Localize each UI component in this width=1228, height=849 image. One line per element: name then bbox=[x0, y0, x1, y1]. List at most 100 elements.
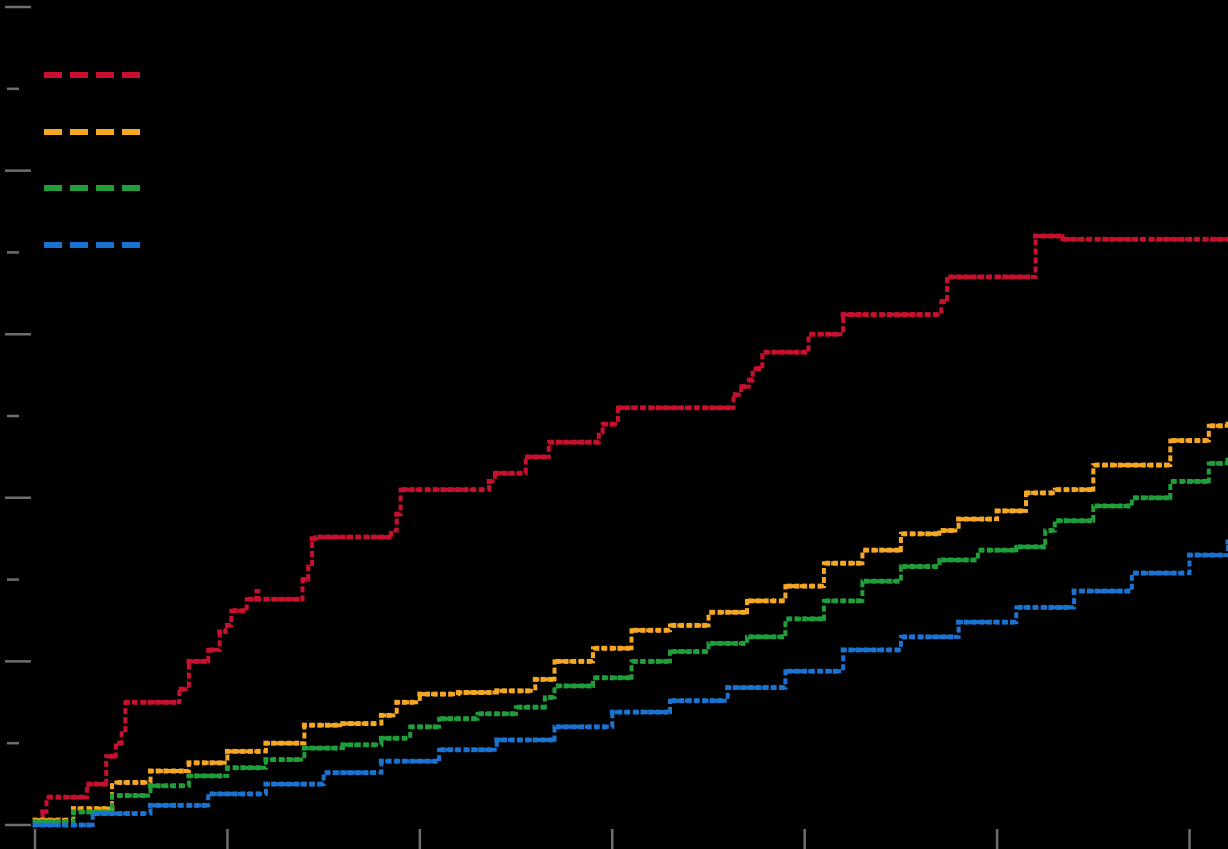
data-point bbox=[1140, 570, 1146, 576]
data-point bbox=[1094, 462, 1100, 468]
data-point bbox=[394, 758, 400, 764]
data-point bbox=[925, 564, 931, 570]
data-point bbox=[655, 405, 661, 411]
data-point bbox=[1225, 457, 1228, 463]
data-point bbox=[194, 773, 200, 779]
data-point bbox=[301, 745, 307, 751]
data-point bbox=[902, 564, 908, 570]
data-point bbox=[802, 583, 808, 589]
data-point bbox=[63, 794, 69, 800]
data-point bbox=[201, 760, 207, 766]
data-point bbox=[232, 608, 238, 614]
data-point bbox=[86, 806, 92, 812]
data-point bbox=[963, 516, 969, 522]
data-point bbox=[494, 688, 500, 694]
data-point bbox=[248, 596, 254, 602]
data-point bbox=[694, 698, 700, 704]
data-point bbox=[586, 724, 592, 730]
data-point bbox=[879, 578, 885, 584]
data-point bbox=[748, 685, 754, 691]
data-point bbox=[255, 596, 261, 602]
data-point bbox=[1033, 604, 1039, 610]
data-point bbox=[717, 609, 723, 615]
data-point bbox=[1110, 236, 1116, 242]
data-point bbox=[586, 683, 592, 689]
data-point bbox=[1225, 421, 1228, 427]
data-point bbox=[771, 598, 777, 604]
series-line bbox=[35, 423, 1228, 823]
data-point bbox=[317, 722, 323, 728]
data-point bbox=[640, 405, 646, 411]
data-point bbox=[848, 312, 854, 318]
data-point bbox=[78, 806, 84, 812]
data-point bbox=[55, 822, 61, 828]
data-point bbox=[686, 622, 692, 628]
data-point bbox=[902, 634, 908, 640]
data-point bbox=[548, 737, 554, 743]
data-point bbox=[363, 742, 369, 748]
data-point bbox=[617, 405, 623, 411]
data-point bbox=[255, 791, 261, 797]
data-point bbox=[1156, 236, 1162, 242]
data-point bbox=[917, 564, 923, 570]
data-point bbox=[663, 658, 669, 664]
data-point bbox=[294, 757, 300, 763]
data-point bbox=[994, 547, 1000, 553]
data-point bbox=[1079, 588, 1085, 594]
data-point bbox=[332, 745, 338, 751]
data-point bbox=[979, 274, 985, 280]
data-point bbox=[802, 349, 808, 355]
data-point bbox=[194, 658, 200, 664]
data-point bbox=[817, 583, 823, 589]
data-point bbox=[348, 770, 354, 776]
data-point bbox=[232, 765, 238, 771]
data-point bbox=[417, 758, 423, 764]
data-point bbox=[324, 745, 330, 751]
data-point bbox=[486, 689, 492, 695]
data-point bbox=[755, 366, 761, 372]
data-point bbox=[478, 747, 484, 753]
data-point bbox=[348, 742, 354, 748]
data-point bbox=[78, 809, 84, 815]
data-point bbox=[578, 439, 584, 445]
data-point bbox=[409, 699, 415, 705]
data-point bbox=[286, 757, 292, 763]
data-point bbox=[1225, 539, 1228, 545]
data-point bbox=[1086, 487, 1092, 493]
data-point bbox=[686, 649, 692, 655]
data-point bbox=[648, 405, 654, 411]
data-point bbox=[1117, 588, 1123, 594]
data-point bbox=[717, 698, 723, 704]
data-point bbox=[1094, 588, 1100, 594]
data-point bbox=[709, 698, 715, 704]
data-point bbox=[155, 802, 161, 808]
data-point bbox=[1056, 518, 1062, 524]
data-point bbox=[278, 596, 284, 602]
data-point bbox=[486, 478, 492, 484]
data-point bbox=[763, 685, 769, 691]
data-point bbox=[1056, 233, 1062, 239]
data-point bbox=[555, 683, 561, 689]
data-point bbox=[194, 760, 200, 766]
data-point bbox=[494, 470, 500, 476]
data-point bbox=[863, 547, 869, 553]
data-point bbox=[440, 487, 446, 493]
axes bbox=[5, 5, 1191, 849]
data-point bbox=[440, 716, 446, 722]
data-point bbox=[740, 685, 746, 691]
data-point bbox=[940, 634, 946, 640]
data-point bbox=[1110, 462, 1116, 468]
data-point bbox=[432, 724, 438, 730]
data-point bbox=[679, 622, 685, 628]
data-point bbox=[471, 689, 477, 695]
data-point bbox=[1009, 508, 1015, 514]
data-point bbox=[1017, 508, 1023, 514]
data-point bbox=[1210, 423, 1216, 429]
data-point bbox=[355, 770, 361, 776]
data-point bbox=[779, 349, 785, 355]
data-point bbox=[948, 274, 954, 280]
data-point bbox=[417, 487, 423, 493]
data-point bbox=[440, 747, 446, 753]
data-point bbox=[494, 711, 500, 717]
